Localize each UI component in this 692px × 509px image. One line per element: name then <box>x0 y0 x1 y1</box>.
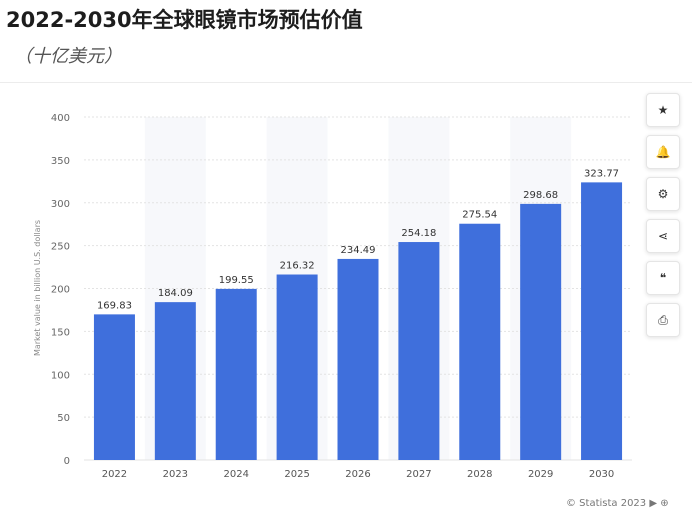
data-label: 216.32 <box>280 261 315 272</box>
bar <box>276 274 318 460</box>
x-tick-label: 2023 <box>163 469 188 480</box>
y-tick-label: 50 <box>57 413 70 424</box>
data-label: 184.09 <box>158 288 193 299</box>
share-icon: ⋖ <box>657 229 669 243</box>
x-tick-label: 2026 <box>345 469 370 480</box>
bars <box>93 182 623 460</box>
data-label: 298.68 <box>523 190 558 201</box>
x-tick-label: 2028 <box>467 469 492 480</box>
bell-icon: 🔔 <box>655 145 671 159</box>
x-tick-label: 2027 <box>406 469 431 480</box>
y-axis-ticks: 0 50 100 150 200 250 300 350 400 <box>51 113 70 467</box>
y-tick-label: 200 <box>51 285 70 296</box>
bar <box>93 314 135 460</box>
y-tick-label: 350 <box>51 156 70 167</box>
x-axis-ticks: 2022 2023 2024 2025 2026 2027 2028 2029 2030 <box>102 469 615 480</box>
print-icon: ⎙ <box>658 312 668 327</box>
data-label: 254.18 <box>401 228 436 239</box>
y-tick-label: 300 <box>51 199 70 210</box>
bar <box>581 182 623 460</box>
data-label: 234.49 <box>341 245 376 256</box>
bar <box>215 288 257 460</box>
y-tick-label: 100 <box>51 370 70 381</box>
y-tick-label: 150 <box>51 327 70 338</box>
data-labels: 169.83 184.09 199.55 216.32 234.49 254.18 275.… <box>97 168 619 311</box>
bar <box>398 242 440 460</box>
gear-button[interactable]: ⚙ <box>646 177 680 211</box>
statista-credit[interactable]: © Statista 2023 ▶ ⊕ <box>566 498 669 509</box>
share-button[interactable]: ⋖ <box>646 219 680 253</box>
y-tick-label: 250 <box>51 242 70 253</box>
gear-icon: ⚙ <box>657 187 669 201</box>
x-tick-label: 2025 <box>284 469 309 480</box>
bell-button[interactable]: 🔔 <box>646 135 680 169</box>
data-label: 199.55 <box>219 275 254 286</box>
bar <box>337 258 379 460</box>
x-tick-label: 2022 <box>102 469 127 480</box>
bar <box>459 223 501 460</box>
x-tick-label: 2024 <box>223 469 248 480</box>
chart-subtitle: （十亿美元） <box>14 46 122 67</box>
star-button[interactable]: ★ <box>646 93 680 127</box>
quote-button[interactable]: ❝ <box>646 261 680 295</box>
bar <box>520 203 562 460</box>
data-label: 169.83 <box>97 300 132 311</box>
y-tick-label: 400 <box>51 113 70 124</box>
x-tick-label: 2029 <box>528 469 553 480</box>
x-tick-label: 2030 <box>589 469 614 480</box>
data-label: 323.77 <box>584 168 619 179</box>
star-icon: ★ <box>657 103 669 117</box>
y-tick-label: 0 <box>64 456 70 467</box>
quote-icon: ❝ <box>659 271 667 285</box>
data-label: 275.54 <box>462 210 497 221</box>
chart-toolbar: ★ 🔔 ⚙ ⋖ ❝ ⎙ <box>646 93 680 345</box>
print-button[interactable]: ⎙ <box>646 303 680 337</box>
bar <box>154 302 196 460</box>
chart-title: 2022-2030年全球眼镜市场预估价值 <box>6 8 363 32</box>
y-axis-label: Market value in billion U.S. dollars <box>33 220 42 356</box>
